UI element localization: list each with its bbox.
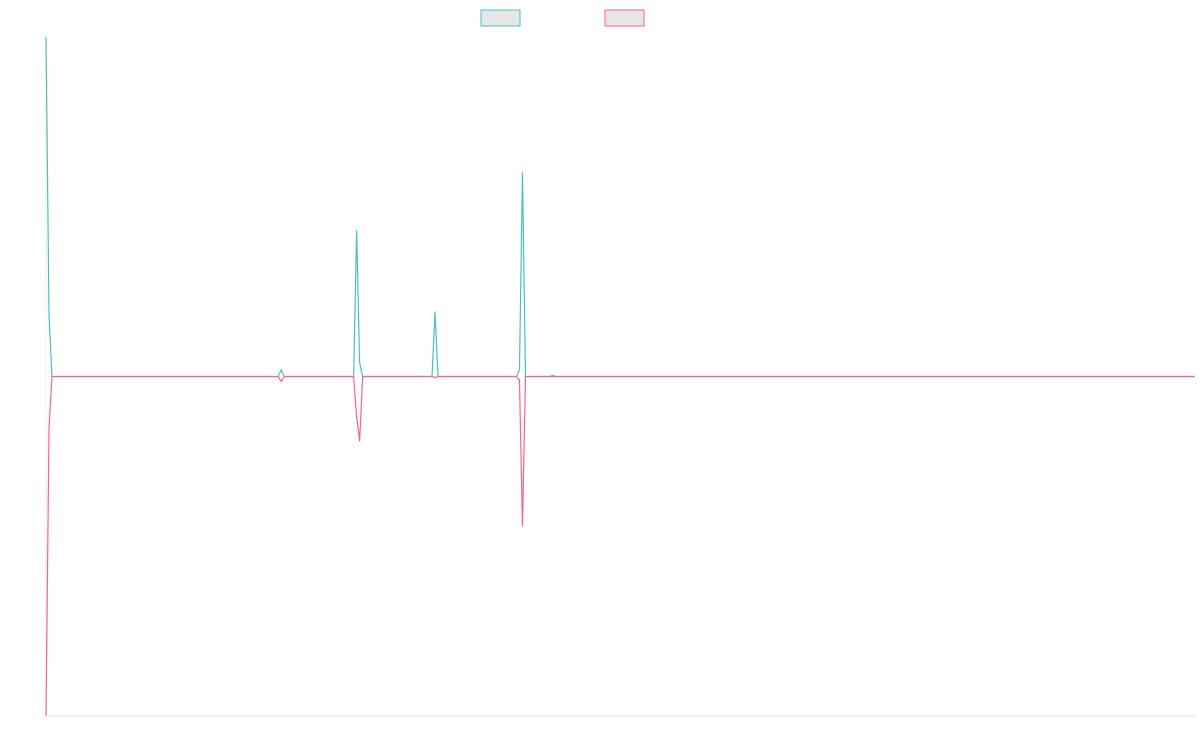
legend-swatch-2 xyxy=(604,9,645,27)
series-line-2 xyxy=(45,375,1195,717)
series-group xyxy=(45,36,1195,717)
legend-swatch-1 xyxy=(480,9,521,27)
series-line-1 xyxy=(45,36,1195,378)
legend xyxy=(480,9,645,27)
axes xyxy=(45,37,1195,717)
